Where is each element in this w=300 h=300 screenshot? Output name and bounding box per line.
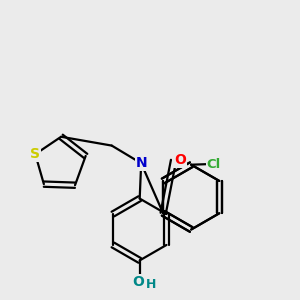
Text: O: O bbox=[174, 153, 186, 167]
Text: Cl: Cl bbox=[206, 158, 220, 171]
Text: N: N bbox=[135, 156, 147, 170]
Text: S: S bbox=[30, 147, 40, 161]
Text: H: H bbox=[146, 278, 157, 291]
Text: O: O bbox=[132, 274, 144, 289]
